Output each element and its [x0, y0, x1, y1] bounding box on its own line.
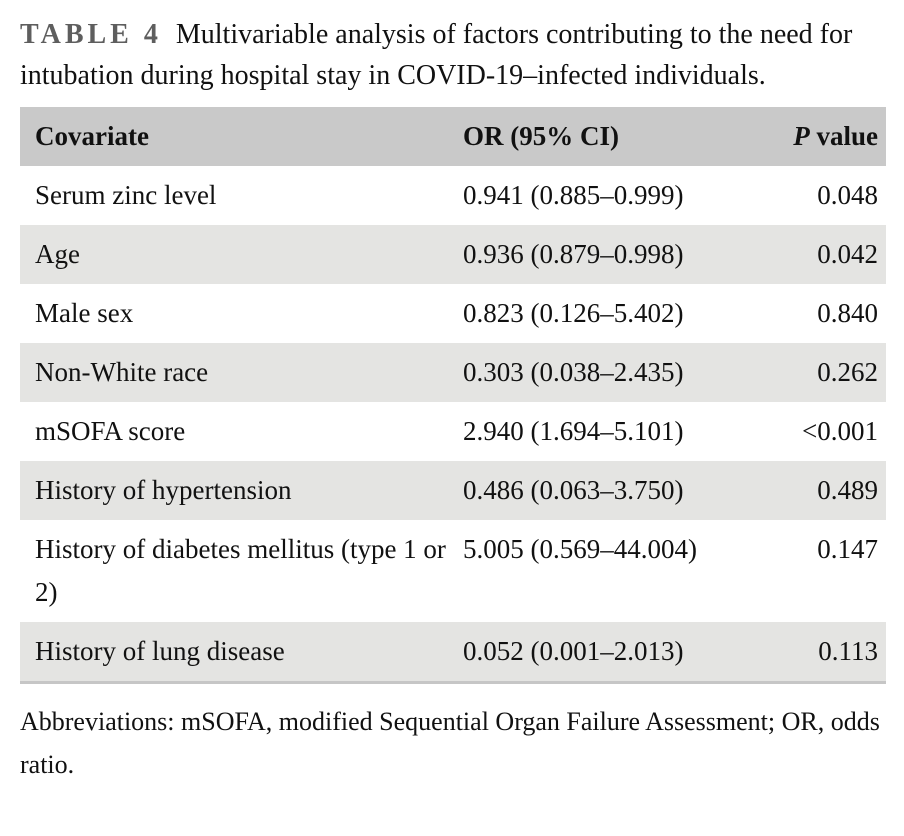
table-caption: TABLE 4 Multivariable analysis of factors…	[20, 14, 882, 96]
p-value-cell: 0.042	[817, 239, 878, 269]
table-row: mSOFA score 2.940 (1.694–5.101) <0.001	[20, 402, 886, 461]
table-row: History of hypertension 0.486 (0.063–3.7…	[20, 461, 886, 520]
header-p-italic: P	[793, 121, 810, 151]
table-row: Serum zinc level 0.941 (0.885–0.999) 0.0…	[20, 166, 886, 225]
or-ci-cell: 0.941 (0.885–0.999)	[463, 180, 684, 210]
or-ci-cell: 5.005 (0.569–44.004)	[463, 534, 697, 564]
header-p-value: P value	[740, 107, 886, 166]
table-header-row: Covariate OR (95% CI) P value	[20, 107, 886, 166]
p-value-cell: 0.147	[817, 534, 878, 564]
table-caption-text: Multivariable analysis of factors contri…	[20, 19, 853, 91]
p-value-cell: 0.048	[817, 180, 878, 210]
table-row: History of lung disease 0.052 (0.001–2.0…	[20, 622, 886, 683]
or-ci-cell: 0.823 (0.126–5.402)	[463, 298, 684, 328]
or-ci-cell: 0.486 (0.063–3.750)	[463, 475, 684, 505]
p-value-cell: 0.489	[817, 475, 878, 505]
covariate-cell: Non-White race	[35, 357, 209, 387]
p-value-cell: 0.840	[817, 298, 878, 328]
covariate-cell: History of diabetes mellitus (type 1 or …	[35, 534, 446, 607]
table-footnote: Abbreviations: mSOFA, modified Sequentia…	[20, 707, 880, 779]
covariate-cell: Age	[35, 239, 80, 269]
table-number-label: TABLE 4	[20, 19, 162, 50]
covariate-cell: Serum zinc level	[35, 180, 217, 210]
or-ci-cell: 0.303 (0.038–2.435)	[463, 357, 684, 387]
header-covariate: Covariate	[35, 121, 149, 151]
covariate-cell: History of hypertension	[35, 475, 292, 505]
paper-table-page: TABLE 4 Multivariable analysis of factors…	[0, 14, 904, 836]
or-ci-cell: 0.052 (0.001–2.013)	[463, 636, 684, 666]
p-value-cell: 0.262	[817, 357, 878, 387]
p-value-cell: <0.001	[802, 416, 878, 446]
header-or-ci: OR (95% CI)	[463, 121, 619, 151]
table-row: History of diabetes mellitus (type 1 or …	[20, 520, 886, 622]
or-ci-cell: 0.936 (0.879–0.998)	[463, 239, 684, 269]
p-value-cell: 0.113	[818, 636, 878, 666]
results-table: Covariate OR (95% CI) P value Serum zinc…	[20, 107, 886, 684]
covariate-cell: History of lung disease	[35, 636, 285, 666]
covariate-cell: Male sex	[35, 298, 134, 328]
table-row: Male sex 0.823 (0.126–5.402) 0.840	[20, 284, 886, 343]
table-row: Non-White race 0.303 (0.038–2.435) 0.262	[20, 343, 886, 402]
table-row: Age 0.936 (0.879–0.998) 0.042	[20, 225, 886, 284]
or-ci-cell: 2.940 (1.694–5.101)	[463, 416, 684, 446]
header-p-rest: value	[809, 121, 878, 151]
covariate-cell: mSOFA score	[35, 416, 186, 446]
